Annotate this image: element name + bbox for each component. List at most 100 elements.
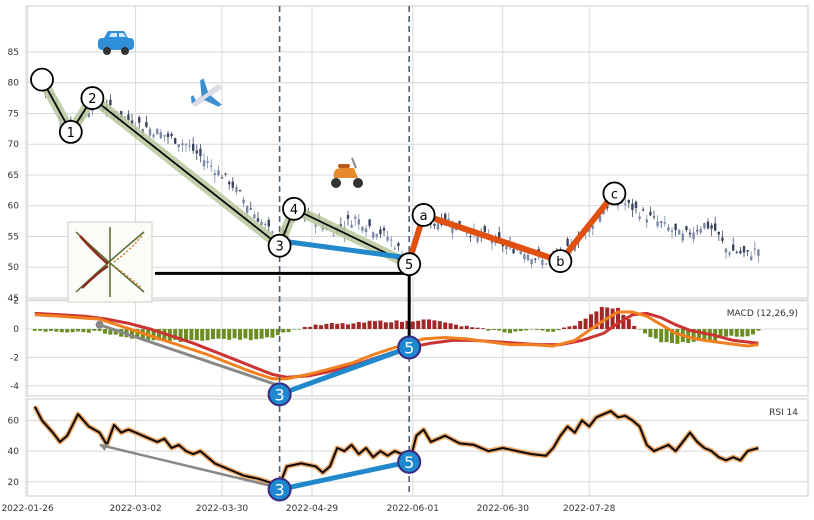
x-tick-label: 2022-03-02 — [109, 504, 161, 514]
histogram-bar — [670, 329, 674, 344]
histogram-bar — [491, 329, 496, 330]
candle-body — [361, 226, 364, 231]
candle-body — [490, 239, 494, 244]
histogram-bar — [211, 329, 215, 340]
histogram-bar — [664, 329, 669, 343]
histogram-bar — [356, 321, 361, 329]
histogram-bar — [184, 329, 188, 342]
histogram-bar — [734, 329, 739, 337]
histogram-bar — [216, 329, 221, 339]
candle-body — [699, 228, 702, 233]
candle-body — [433, 223, 436, 226]
histogram-bar — [610, 308, 615, 329]
candle-body — [390, 239, 393, 241]
histogram-bar — [589, 314, 593, 329]
macd-divergence-line — [278, 345, 411, 397]
histogram-bar — [421, 319, 426, 329]
histogram-bar — [313, 324, 318, 329]
histogram-bar — [756, 329, 761, 331]
histogram-bar — [545, 329, 550, 332]
wave-15-marker — [58, 120, 83, 144]
candle-body — [444, 213, 447, 221]
candle-body — [436, 223, 440, 230]
histogram-bar — [394, 320, 399, 329]
wave-15-marker-label: 2 — [88, 92, 96, 107]
wave-15-marker-label: 3 — [275, 240, 283, 255]
histogram-bar — [151, 329, 156, 341]
histogram-bar — [59, 329, 64, 333]
histogram-bar — [173, 329, 178, 340]
histogram-bar — [259, 329, 264, 339]
candle-body — [663, 222, 666, 224]
candle-body — [368, 219, 371, 226]
histogram-bar — [702, 329, 707, 341]
candle-body — [238, 190, 242, 192]
histogram-bar — [340, 323, 345, 329]
histogram-bar — [86, 329, 91, 333]
candle-body — [332, 235, 335, 237]
wave-15-marker — [30, 67, 54, 92]
histogram-bar — [200, 329, 205, 341]
histogram-bar — [243, 329, 248, 339]
candle-body — [498, 232, 501, 240]
histogram-bar — [65, 329, 70, 333]
wave-15-marker — [397, 252, 422, 277]
macd-y-tick: 2 — [13, 297, 19, 307]
candle-body — [235, 187, 238, 192]
histogram-bar — [367, 320, 372, 329]
histogram-bar — [599, 306, 604, 329]
histogram-bar — [270, 329, 275, 338]
candle-body — [642, 209, 645, 211]
candle-body — [372, 232, 375, 238]
candle-body — [696, 230, 699, 232]
candle-body — [714, 223, 717, 231]
histogram-bar — [443, 322, 448, 329]
candle-body — [192, 143, 195, 151]
candle-body — [224, 173, 227, 175]
candle-body — [667, 227, 670, 231]
candle-body — [386, 236, 389, 241]
histogram-bar — [551, 329, 556, 332]
histogram-bar — [486, 329, 491, 331]
candle-body — [678, 229, 681, 235]
price-y-tick: 80 — [8, 79, 20, 89]
histogram-bar — [410, 321, 415, 329]
histogram-bar — [648, 329, 653, 338]
candle-body — [742, 246, 746, 253]
candle-body — [231, 181, 234, 188]
candle-body — [379, 229, 382, 235]
candle-body — [138, 117, 141, 123]
histogram-bar — [562, 327, 566, 329]
histogram-bar — [578, 321, 583, 329]
histogram-bar — [643, 329, 647, 334]
histogram-bar — [308, 326, 313, 329]
candle-body — [530, 259, 533, 265]
wave-overlays: 3 5 3 5 1 2 3 4 5 a b c — [30, 6, 627, 502]
candle-body — [465, 232, 468, 234]
candle-body — [350, 224, 353, 228]
candle-body — [123, 116, 126, 118]
histogram-bar — [475, 327, 480, 329]
histogram-bar — [319, 325, 323, 329]
histogram-bar — [626, 319, 631, 329]
histogram-bar — [459, 326, 464, 329]
candle-body — [534, 258, 537, 260]
candle-body — [703, 223, 706, 229]
candle-body — [757, 249, 760, 256]
wave-abc-marker — [548, 249, 573, 273]
macd-line — [34, 310, 759, 381]
candle-body — [109, 99, 112, 106]
candle-body — [346, 214, 350, 219]
histogram-bar — [32, 329, 37, 331]
candle-body — [256, 218, 260, 222]
candle-body — [375, 234, 378, 237]
rsi-y-tick: 40 — [8, 447, 20, 457]
price-y-tick: 65 — [8, 171, 19, 181]
histogram-bar — [70, 329, 75, 333]
histogram-bar — [81, 329, 86, 333]
histogram-bar — [691, 329, 696, 342]
candle-body — [512, 249, 515, 254]
candle-body — [220, 177, 224, 179]
rsi-y-tick: 60 — [8, 416, 20, 426]
